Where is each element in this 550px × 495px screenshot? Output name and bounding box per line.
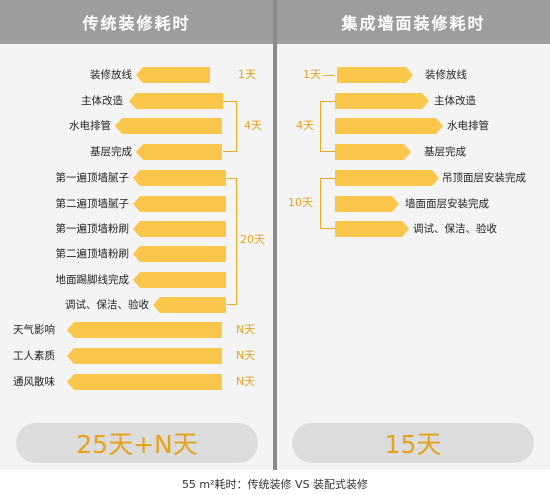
right-total-pill: 15天 <box>292 423 534 463</box>
figure-caption: 55 m²耗时：传统装修 VS 装配式装修 <box>181 478 369 491</box>
left-finish-bracket <box>227 178 237 305</box>
right-setup-connector <box>323 75 335 76</box>
left-step-label: 水电排管 <box>69 120 111 132</box>
left-step-label: 调试、保洁、验收 <box>65 299 149 311</box>
left-rough-bracket <box>223 101 237 152</box>
right-step-bar <box>335 196 399 212</box>
left-step-label: 第二遍顶墙腻子 <box>55 198 130 210</box>
left-finish-duration: 20天 <box>238 233 267 247</box>
right-step-bar <box>335 144 411 160</box>
left-step-bar <box>115 118 222 134</box>
right-step-label: 调试、保洁、验收 <box>413 223 497 235</box>
right-setup-duration: 1天 <box>301 68 323 82</box>
left-step-label: 第一遍顶墙腻子 <box>55 172 130 184</box>
left-step-bar <box>67 322 222 338</box>
left-workers-duration: N天 <box>234 349 258 363</box>
traditional-panel-title: 传统装修耗时 <box>0 0 273 44</box>
right-step-bar <box>335 93 429 109</box>
right-step-label: 装修放线 <box>425 69 467 81</box>
left-step-bar <box>153 297 226 313</box>
left-step-bar <box>133 196 226 212</box>
left-step-label: 主体改造 <box>81 95 123 107</box>
left-step-label: 天气影响 <box>13 324 55 336</box>
left-setup-duration: 1天 <box>236 68 258 82</box>
left-step-bar <box>133 170 226 186</box>
left-step-label: 地面踢脚线完成 <box>55 274 130 286</box>
left-rough-duration: 4天 <box>242 119 264 133</box>
right-step-label: 水电排管 <box>447 120 489 132</box>
left-step-label: 工人素质 <box>13 350 55 362</box>
left-weather-duration: N天 <box>234 323 258 337</box>
left-step-label: 第一遍顶墙粉刷 <box>55 223 130 235</box>
left-step-bar <box>133 272 226 288</box>
traditional-panel <box>0 0 273 470</box>
right-rough-duration: 4天 <box>294 119 316 133</box>
integrated-panel-title: 集成墙面装修耗时 <box>277 0 550 44</box>
left-step-bar <box>67 374 222 390</box>
left-step-label: 基层完成 <box>90 146 132 158</box>
left-step-bar <box>67 348 222 364</box>
left-step-bar <box>136 67 210 83</box>
left-total-pill: 25天+N天 <box>16 423 258 463</box>
right-step-label: 吊顶面层安装完成 <box>442 172 526 184</box>
right-step-label: 主体改造 <box>434 95 476 107</box>
left-ventilation-duration: N天 <box>234 375 258 389</box>
left-step-bar <box>133 221 226 237</box>
panel-divider <box>273 0 277 470</box>
right-rough-bracket <box>320 101 335 152</box>
right-step-bar <box>335 118 443 134</box>
right-step-label: 墙面面层安装完成 <box>405 198 489 210</box>
left-step-bar <box>136 144 222 160</box>
right-step-label: 基层完成 <box>424 146 466 158</box>
left-step-label: 第二遍顶墙粉刷 <box>55 248 130 260</box>
left-step-bar <box>129 93 223 109</box>
right-step-bar <box>337 67 413 83</box>
left-step-label: 装修放线 <box>90 69 132 81</box>
right-finish-bracket <box>320 178 335 229</box>
left-step-bar <box>133 246 226 262</box>
right-step-bar <box>335 170 439 186</box>
right-finish-duration: 10天 <box>286 196 315 210</box>
left-step-label: 通风散味 <box>13 376 55 388</box>
right-step-bar <box>335 221 409 237</box>
